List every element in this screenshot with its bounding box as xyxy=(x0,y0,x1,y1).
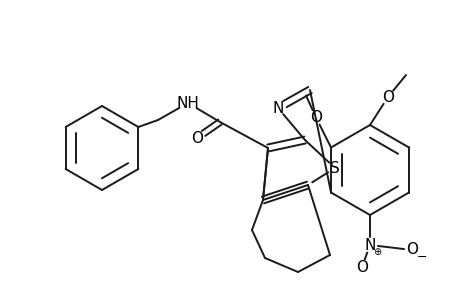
Text: O: O xyxy=(405,242,417,257)
Text: O: O xyxy=(190,130,202,146)
Text: O: O xyxy=(355,260,367,274)
Text: N: N xyxy=(364,238,375,253)
Text: ⊕: ⊕ xyxy=(372,247,380,257)
Text: S: S xyxy=(330,160,339,175)
Text: O: O xyxy=(381,89,393,104)
Text: −: − xyxy=(416,250,426,263)
Text: N: N xyxy=(272,100,283,116)
Text: O: O xyxy=(309,110,321,125)
Text: NH: NH xyxy=(176,95,199,110)
